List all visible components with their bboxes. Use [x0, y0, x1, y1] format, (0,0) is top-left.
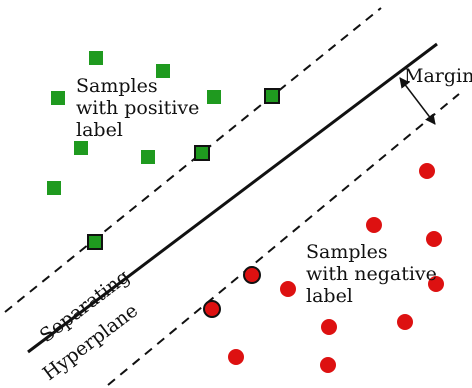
negative-sample: [228, 349, 244, 365]
positive-support-vector: [194, 145, 210, 161]
negative-sample: [320, 357, 336, 373]
positive-label-line2: with positive: [76, 97, 199, 119]
positive-sample: [51, 91, 65, 105]
negative-margin-line: [107, 93, 460, 386]
positive-sample: [156, 64, 170, 78]
positive-label-line3: label: [76, 119, 123, 141]
positive-samples: [47, 51, 280, 250]
positive-sample: [74, 141, 88, 155]
positive-margin-line: [4, 7, 382, 313]
positive-support-vector: [87, 234, 103, 250]
negative-sample: [428, 276, 444, 292]
negative-sample: [280, 281, 296, 297]
negative-label-line1: Samples: [306, 241, 388, 263]
positive-support-vector: [264, 88, 280, 104]
positive-sample: [89, 51, 103, 65]
negative-sample: [426, 231, 442, 247]
negative-label-line3: label: [306, 285, 353, 307]
negative-support-vector: [203, 300, 221, 318]
negative-support-vector: [243, 266, 261, 284]
negative-sample: [366, 217, 382, 233]
negative-sample: [321, 319, 337, 335]
negative-samples: [203, 163, 444, 373]
negative-sample: [397, 314, 413, 330]
negative-sample: [419, 163, 435, 179]
margin-arrow: [399, 77, 436, 125]
positive-sample: [141, 150, 155, 164]
positive-sample: [47, 181, 61, 195]
positive-sample: [207, 90, 221, 104]
negative-label-line2: with negative: [306, 263, 437, 285]
margin-label: Margin: [404, 65, 472, 87]
separating-hyperplane-line: [27, 42, 438, 354]
positive-label-line1: Samples: [76, 75, 158, 97]
